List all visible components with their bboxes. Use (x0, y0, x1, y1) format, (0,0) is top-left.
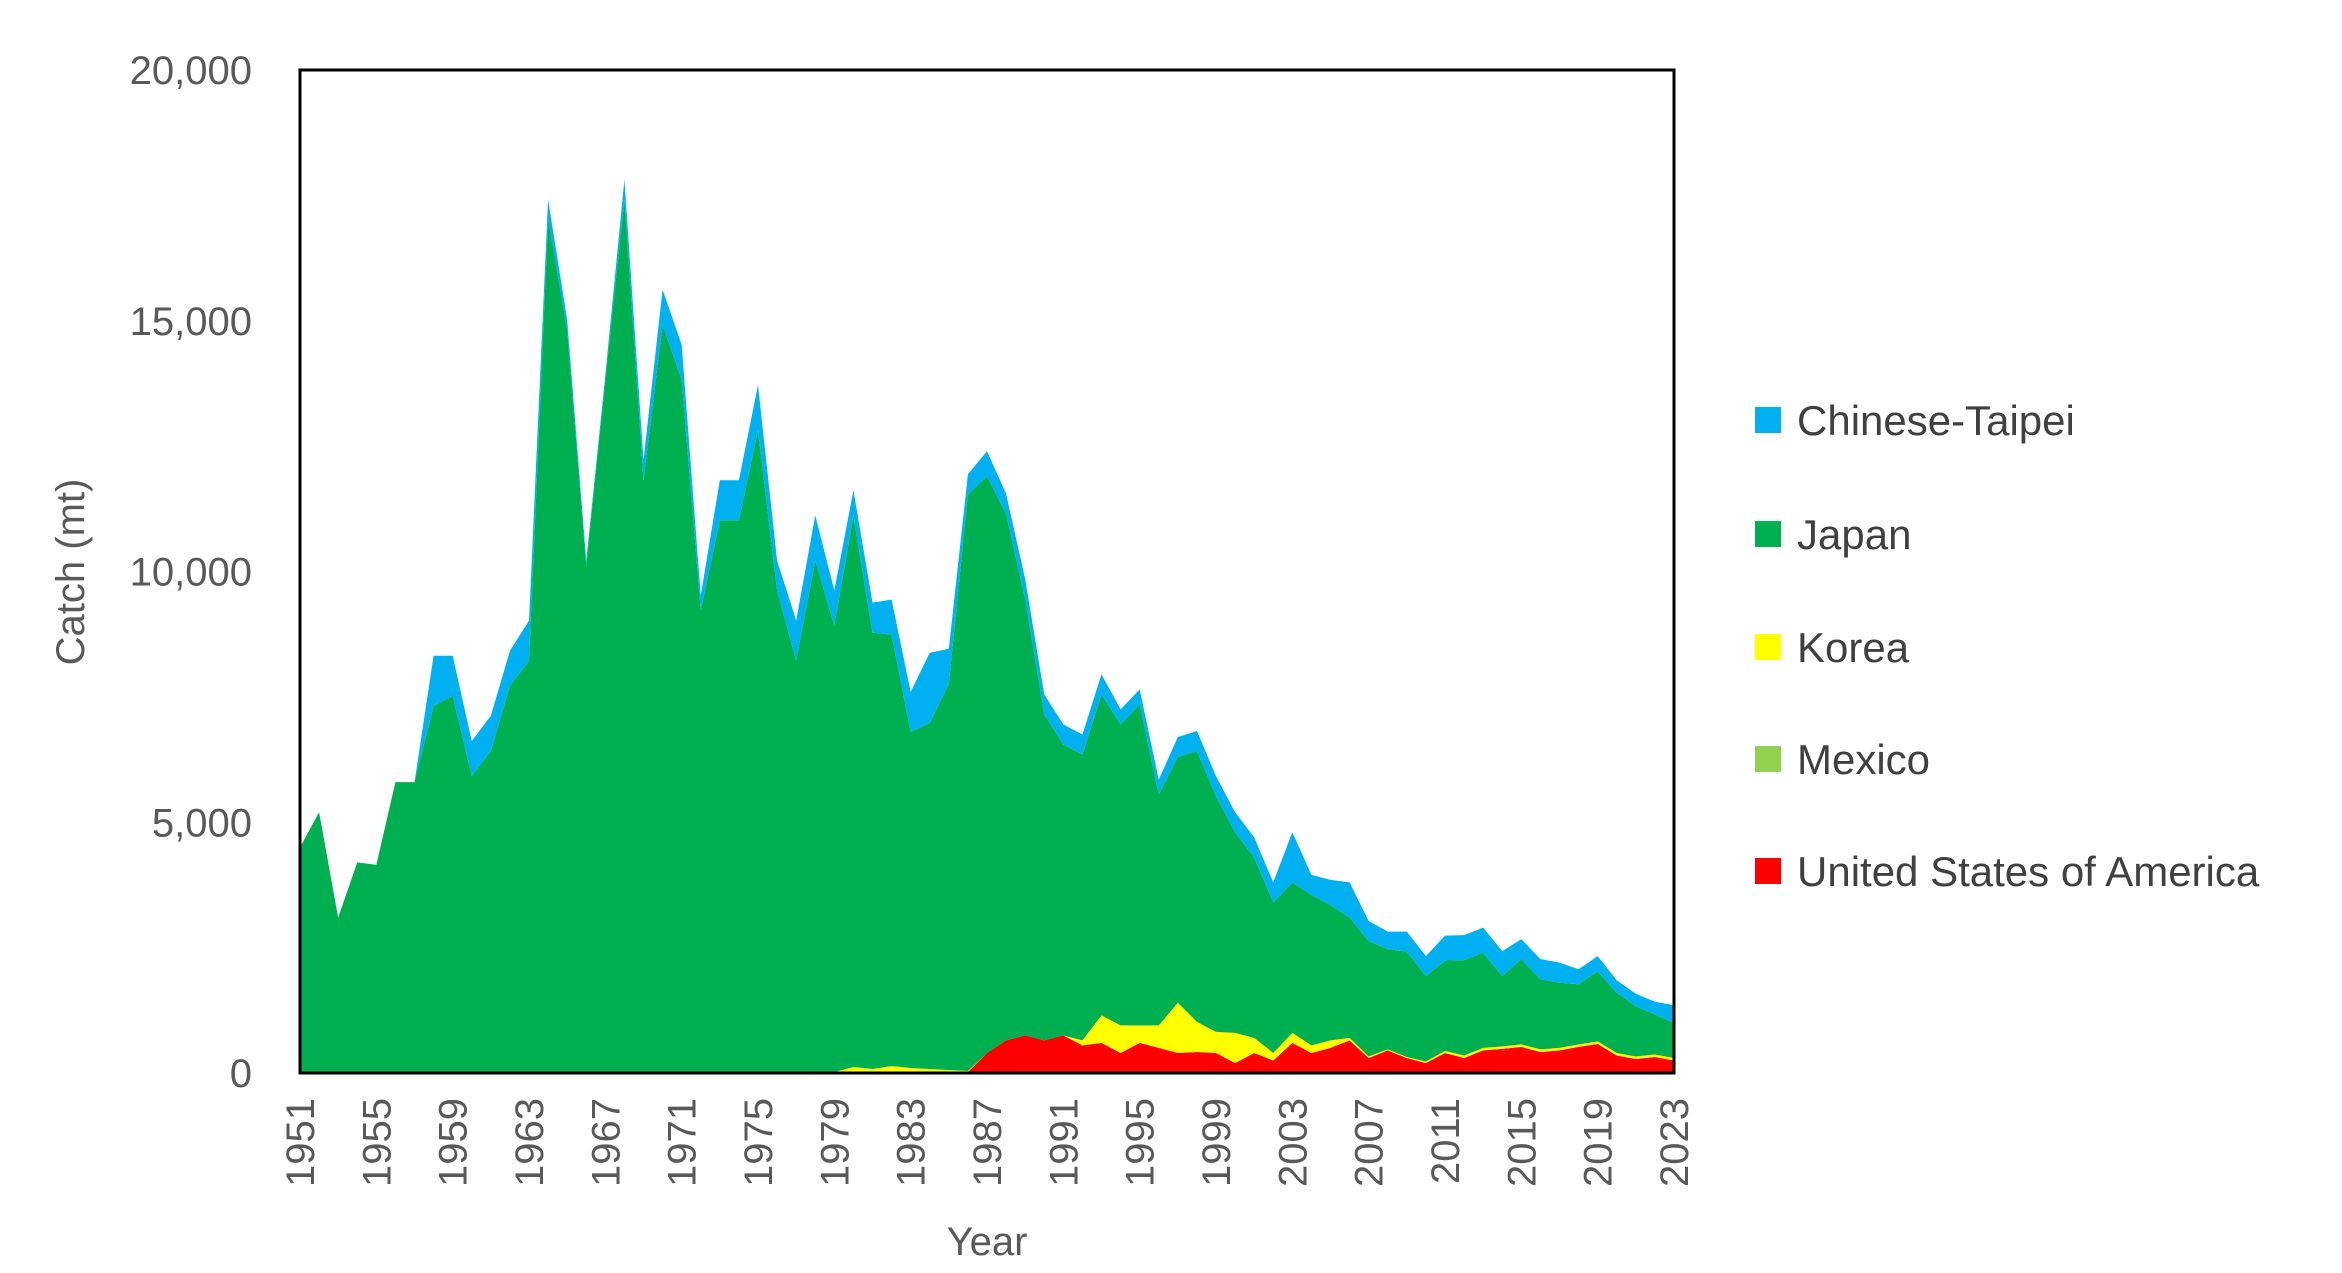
x-tick-label: 1987 (966, 1098, 1010, 1187)
x-tick-label: 1991 (1042, 1098, 1086, 1187)
legend-label: Chinese-Taipei (1797, 397, 2075, 444)
x-tick-label: 2007 (1348, 1098, 1392, 1187)
legend-swatch (1755, 634, 1781, 660)
x-tick-label: 1999 (1195, 1098, 1239, 1187)
y-tick-label: 10,000 (130, 551, 252, 595)
legend-swatch (1755, 521, 1781, 547)
x-tick-label: 1975 (737, 1098, 781, 1187)
legend-label: United States of America (1797, 848, 2260, 895)
y-tick-label: 20,000 (130, 49, 252, 93)
legend-swatch (1755, 407, 1781, 433)
x-tick-label: 1995 (1119, 1098, 1163, 1187)
x-tick-label: 1963 (508, 1098, 552, 1187)
x-tick-label: 1955 (355, 1098, 399, 1187)
legend-label: Japan (1797, 511, 1911, 558)
legend-label: Korea (1797, 624, 1910, 671)
x-tick-label: 2003 (1271, 1098, 1315, 1187)
legend: Chinese-Taipei Japan Korea Mexico United Sta… (1755, 397, 2260, 895)
y-tick-label: 15,000 (130, 300, 252, 344)
x-axis-title: Year (947, 1220, 1028, 1264)
x-tick-label: 2015 (1500, 1098, 1544, 1187)
area-series-united-states-of-america (300, 1035, 1674, 1073)
area-series-japan (300, 199, 1674, 1073)
y-tick-label: 5,000 (152, 801, 252, 845)
x-tick-label: 1959 (432, 1098, 476, 1187)
y-axis-ticks: 0 5,000 10,000 15,000 20,000 (130, 49, 252, 1096)
legend-swatch (1755, 858, 1781, 884)
series-areas (300, 179, 1674, 1073)
x-tick-label: 1971 (661, 1098, 705, 1187)
x-tick-label: 2023 (1653, 1098, 1697, 1187)
y-axis-title: Catch (mt) (49, 479, 93, 666)
x-tick-label: 2019 (1577, 1098, 1621, 1187)
x-tick-label: 2011 (1424, 1098, 1468, 1184)
x-tick-label: 1951 (279, 1098, 323, 1187)
x-tick-label: 1983 (890, 1098, 934, 1187)
x-axis-ticks: 1951 1955 1959 1963 1967 1971 1975 1979 1983 1987… (279, 1098, 1697, 1187)
legend-label: Mexico (1797, 736, 1930, 783)
x-tick-label: 1967 (584, 1098, 628, 1187)
x-tick-label: 1979 (813, 1098, 857, 1187)
legend-swatch (1755, 746, 1781, 772)
plot-area-frame (298, 68, 1676, 1075)
y-tick-label: 0 (230, 1052, 252, 1096)
